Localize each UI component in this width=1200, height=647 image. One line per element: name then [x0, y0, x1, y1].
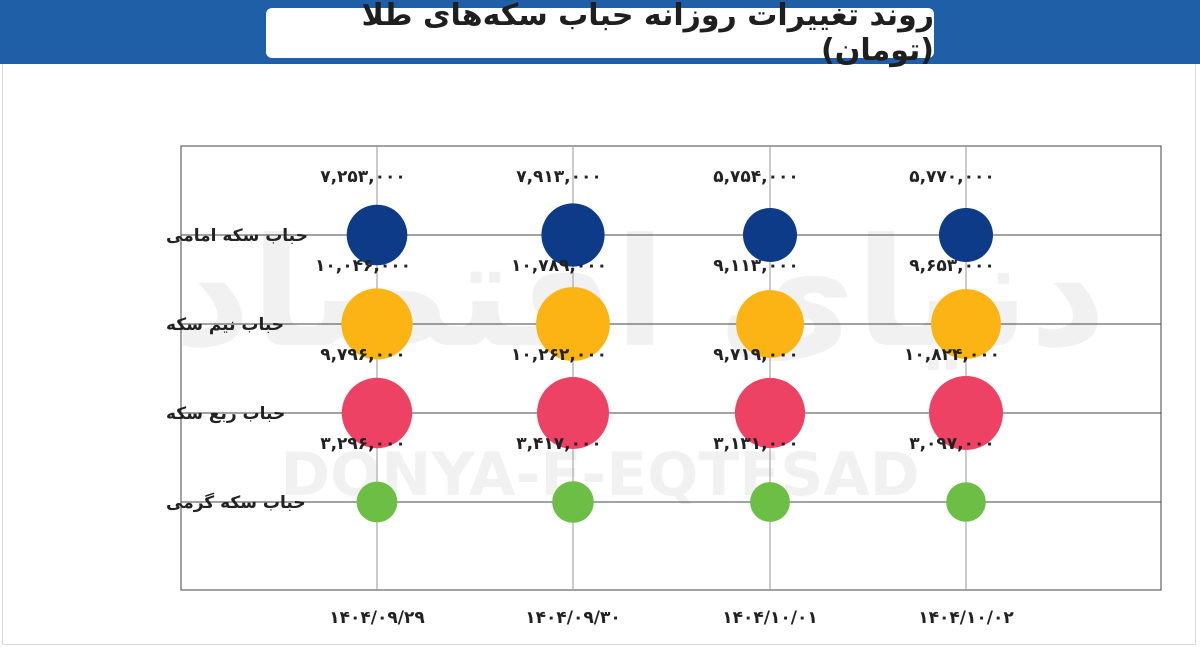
data-label: ۷,۲۵۳,۰۰۰	[320, 167, 406, 187]
row-label: حباب نیم سکه	[166, 315, 284, 335]
x-tick-label: ۱۴۰۴/۰۹/۳۰	[525, 608, 620, 628]
data-label: ۵,۷۵۴,۰۰۰	[713, 167, 799, 187]
bubble-point[interactable]	[346, 204, 408, 266]
bubble-point[interactable]	[736, 290, 804, 358]
bubble-point[interactable]	[536, 287, 610, 361]
bubble-point[interactable]	[929, 376, 1003, 450]
bubble-point[interactable]	[743, 208, 797, 262]
row-label: حباب ربع سکه	[166, 404, 285, 424]
x-tick-label: ۱۴۰۴/۰۹/۲۹	[329, 608, 425, 628]
data-label: ۱۰,۷۸۹,۰۰۰	[511, 256, 607, 276]
bubble-point[interactable]	[750, 482, 790, 522]
data-label: ۹,۷۹۶,۰۰۰	[320, 345, 406, 365]
data-label: ۳,۴۱۷,۰۰۰	[516, 434, 602, 454]
bubble-point[interactable]	[946, 482, 986, 522]
data-label: ۳,۲۹۶,۰۰۰	[320, 434, 406, 454]
row-label: حباب سکه گرمی	[166, 492, 306, 513]
bubble-point[interactable]	[341, 288, 413, 360]
data-label: ۹,۱۱۳,۰۰۰	[713, 256, 799, 276]
header-bar: روند تغییرات روزانه حباب سکه‌های طلا (تو…	[0, 0, 1200, 68]
bubble-point[interactable]	[537, 377, 609, 449]
bubble-point[interactable]	[541, 203, 605, 267]
row-label: حباب سکه امامی	[166, 226, 308, 246]
data-label: ۵,۷۷۰,۰۰۰	[909, 167, 995, 187]
bubble-point[interactable]	[552, 481, 594, 523]
data-label: ۱۰,۰۴۶,۰۰۰	[315, 256, 411, 276]
data-label: ۱۰,۲۶۲,۰۰۰	[511, 345, 607, 365]
data-label: ۹,۶۵۳,۰۰۰	[909, 256, 995, 276]
x-tick-label: ۱۴۰۴/۱۰/۰۱	[722, 608, 817, 628]
title-box: روند تغییرات روزانه حباب سکه‌های طلا (تو…	[266, 0, 934, 68]
plot-border	[180, 145, 1162, 591]
chart-title: روند تغییرات روزانه حباب سکه‌های طلا (تو…	[361, 0, 934, 68]
x-tick-label: ۱۴۰۴/۱۰/۰۲	[918, 608, 1014, 628]
bubble-point[interactable]	[939, 208, 993, 262]
data-label: ۳,۰۹۷,۰۰۰	[909, 434, 995, 454]
data-label: ۱۰,۸۲۴,۰۰۰	[904, 345, 1000, 365]
data-label: ۹,۷۱۹,۰۰۰	[713, 345, 799, 365]
bubble-point[interactable]	[341, 377, 413, 449]
data-label: ۳,۱۳۱,۰۰۰	[713, 434, 799, 454]
data-label: ۷,۹۱۳,۰۰۰	[516, 167, 602, 187]
bubble-point[interactable]	[734, 377, 806, 449]
chart-frame	[2, 64, 1196, 645]
bubble-point[interactable]	[931, 289, 1001, 359]
bubble-point[interactable]	[356, 481, 398, 523]
